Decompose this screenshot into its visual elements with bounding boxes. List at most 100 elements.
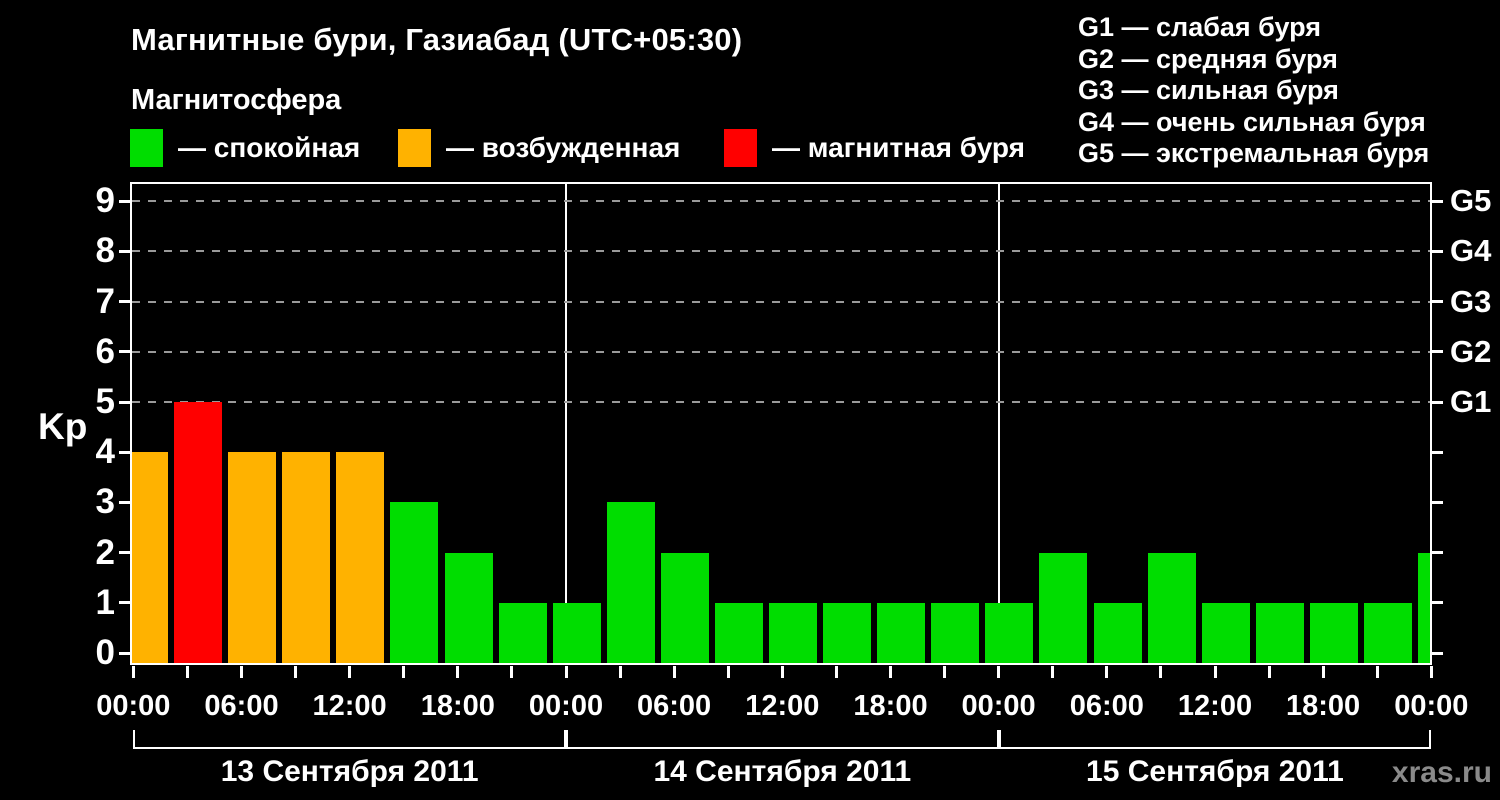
right-axis-label-g5: G5 bbox=[1450, 183, 1492, 219]
x-axis-time-label: 00:00 bbox=[1394, 690, 1469, 722]
plot-border-left bbox=[130, 182, 132, 665]
gridline-kp7 bbox=[132, 300, 1430, 303]
x-axis-time-label: 06:00 bbox=[637, 690, 712, 722]
plot-area bbox=[130, 182, 1432, 665]
kp-bar bbox=[769, 602, 817, 664]
kp-bar bbox=[1418, 552, 1432, 664]
right-axis-tick bbox=[1432, 350, 1443, 354]
y-axis-label: 9 bbox=[95, 181, 115, 221]
storm-scale-row: G1 — слабая буря bbox=[1078, 12, 1322, 42]
x-axis-time-label: 18:00 bbox=[853, 690, 928, 722]
y-axis-label: 8 bbox=[95, 231, 115, 271]
x-axis-tick bbox=[510, 666, 514, 678]
date-label: 14 Сентября 2011 bbox=[653, 755, 912, 788]
storm-scale-row: G2 — средняя буря bbox=[1078, 43, 1338, 74]
chart-title: Магнитные бури, Газиабад (UTC+05:30) bbox=[131, 22, 743, 57]
y-axis-title: Kp bbox=[38, 406, 88, 447]
x-axis-tick bbox=[780, 666, 784, 678]
x-axis-tick bbox=[1051, 666, 1055, 678]
kp-bar bbox=[931, 602, 980, 664]
date-bracket-tick bbox=[1429, 730, 1432, 748]
x-axis-tick bbox=[618, 666, 622, 678]
storm-scale-row: G3 — сильная буря bbox=[1078, 75, 1339, 105]
y-axis-tick bbox=[119, 601, 130, 605]
x-axis-tick bbox=[943, 666, 946, 678]
kp-bar bbox=[1255, 602, 1304, 664]
x-axis-tick bbox=[564, 666, 568, 678]
right-axis-tick bbox=[1432, 601, 1443, 605]
x-axis-time-label: 12:00 bbox=[312, 690, 387, 722]
right-axis-label-g3: G3 bbox=[1450, 283, 1492, 319]
kp-bar bbox=[660, 552, 709, 664]
y-axis-label: 1 bbox=[95, 582, 115, 622]
date-bracket-line bbox=[133, 747, 566, 749]
kp-bar bbox=[552, 602, 601, 664]
date-bracket-line bbox=[998, 747, 1432, 749]
date-bracket-tick bbox=[566, 730, 568, 748]
x-axis-tick bbox=[402, 666, 406, 678]
storm-scale-legend: G1 — слабая буря G2 — средняя буря G3 — си… bbox=[1078, 12, 1429, 170]
x-axis-tick bbox=[348, 666, 352, 678]
kp-bar bbox=[282, 452, 331, 664]
date-label: 15 Сентября 2011 bbox=[1086, 755, 1344, 788]
right-axis-tick bbox=[1432, 450, 1443, 454]
gridline-kp9 bbox=[132, 200, 1430, 203]
y-axis-tick bbox=[119, 651, 130, 655]
x-axis-time-label: 00:00 bbox=[528, 690, 604, 722]
x-axis-tick bbox=[1375, 666, 1379, 678]
date-bracket-tick bbox=[998, 730, 1001, 748]
x-axis-tick bbox=[240, 666, 243, 678]
date-bracket-line bbox=[566, 747, 999, 749]
x-axis-time-label: 00:00 bbox=[96, 690, 171, 722]
x-axis-tick bbox=[1159, 666, 1163, 678]
legend-label: — магнитная буря bbox=[772, 132, 1025, 163]
x-axis-tick bbox=[1429, 666, 1433, 678]
y-axis-label: 6 bbox=[95, 331, 115, 371]
kp-bar bbox=[1309, 602, 1358, 664]
right-axis-tick bbox=[1432, 199, 1443, 203]
x-axis-time-label: 06:00 bbox=[204, 690, 279, 722]
x-axis-tick bbox=[1267, 666, 1271, 678]
x-axis-tick bbox=[294, 666, 297, 678]
kp-bar bbox=[228, 452, 277, 664]
x-axis-tick bbox=[1105, 666, 1109, 678]
x-axis-tick bbox=[997, 666, 1001, 678]
kp-bar bbox=[444, 552, 493, 664]
kp-bar bbox=[1093, 602, 1142, 664]
kp-bar bbox=[1039, 552, 1088, 664]
y-axis-tick bbox=[119, 500, 130, 504]
kp-bar bbox=[174, 402, 223, 664]
y-axis-tick bbox=[119, 400, 130, 404]
y-axis-label: 7 bbox=[95, 281, 115, 321]
y-axis-tick bbox=[119, 350, 130, 354]
x-axis-time-label: 00:00 bbox=[961, 690, 1036, 722]
gridline-kp8 bbox=[132, 250, 1430, 253]
magnetosphere-label: Магнитосфера bbox=[131, 84, 342, 116]
y-axis-tick bbox=[119, 199, 130, 203]
gridline-kp5 bbox=[132, 401, 1430, 403]
y-axis-label: 0 bbox=[95, 633, 115, 672]
kp-bar bbox=[985, 602, 1034, 664]
date-bracket-tick bbox=[564, 730, 566, 748]
right-axis-tick bbox=[1432, 551, 1443, 555]
kp-bar bbox=[130, 452, 168, 664]
legend-label: — возбужденная bbox=[446, 132, 681, 163]
date-bracket-tick bbox=[133, 730, 136, 748]
right-axis-tick bbox=[1432, 651, 1443, 655]
plot-border-top bbox=[130, 182, 1432, 184]
x-axis-tick bbox=[726, 666, 730, 678]
x-axis-time-label: 18:00 bbox=[420, 690, 495, 722]
kp-bar bbox=[1147, 552, 1196, 664]
x-axis-tick bbox=[1213, 666, 1217, 678]
y-axis-label: 4 bbox=[95, 432, 115, 472]
kp-bar bbox=[1201, 602, 1250, 664]
kp-bar bbox=[336, 452, 385, 664]
y-axis-tick bbox=[119, 551, 130, 555]
x-axis-time-label: 12:00 bbox=[745, 690, 820, 722]
kp-bar bbox=[823, 602, 872, 664]
x-axis-tick bbox=[456, 666, 460, 678]
right-axis-tick bbox=[1432, 400, 1443, 404]
legend-label: — спокойная bbox=[178, 132, 361, 163]
y-axis-tick bbox=[119, 450, 130, 454]
